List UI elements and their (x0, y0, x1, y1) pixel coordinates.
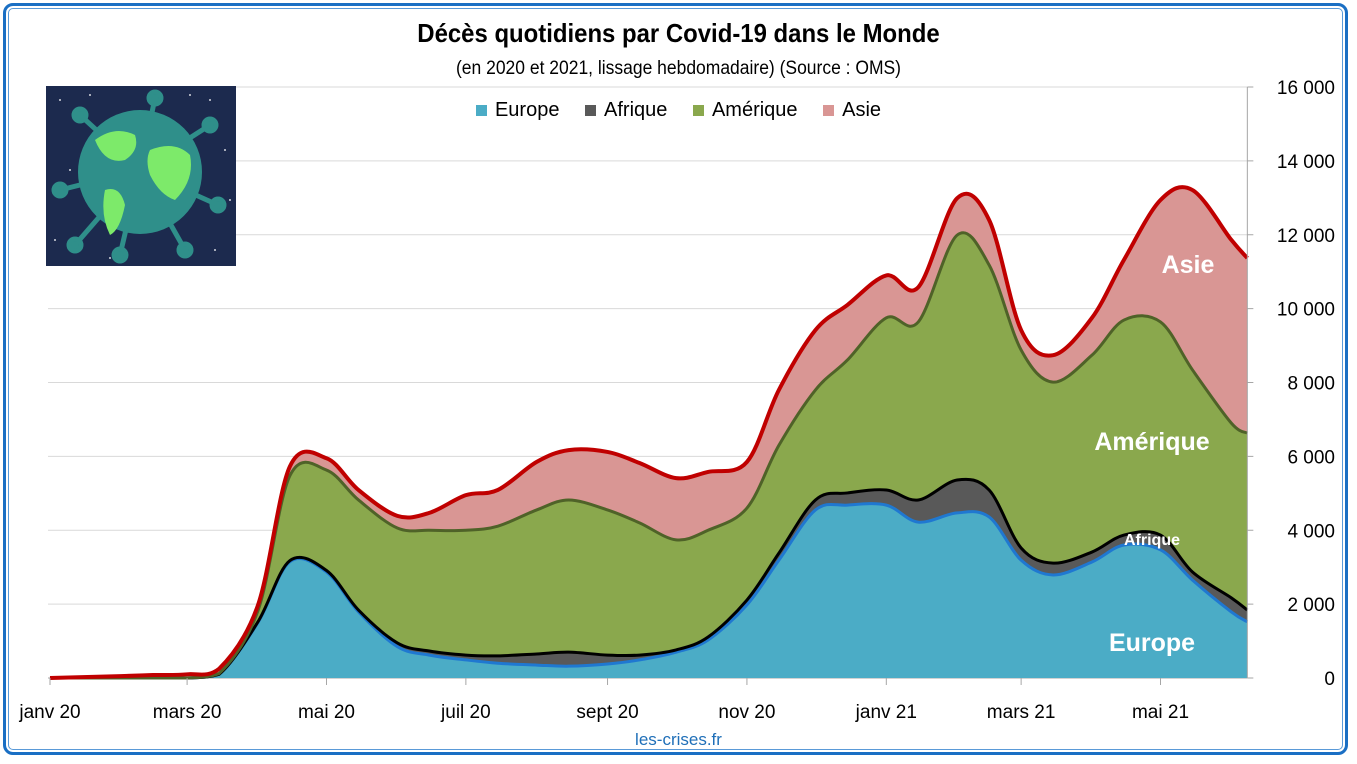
y-tick-label: 14 000 (1277, 152, 1335, 173)
legend-label: Afrique (604, 99, 668, 121)
legend-item-asie: Asie (823, 99, 881, 122)
legend-label: Europe (494, 99, 560, 121)
legend-swatch (585, 105, 597, 117)
y-tick-label: 12 000 (1277, 226, 1335, 247)
x-tick-label: mai 21 (1132, 702, 1189, 723)
y-tick-label: 8 000 (1287, 374, 1335, 395)
legend-item-afrique: Afrique (585, 99, 667, 122)
globe-virus-image (46, 86, 236, 266)
y-tick-label: 2 000 (1287, 595, 1335, 616)
y-tick-label: 10 000 (1277, 300, 1335, 321)
x-tick-label: janv 21 (855, 702, 917, 723)
x-tick-label: nov 20 (718, 702, 775, 723)
chart-frame (3, 3, 1348, 755)
legend-label: Asie (842, 99, 882, 121)
legend-item-europe: Europe (475, 99, 560, 122)
x-tick-label: janv 20 (18, 702, 80, 723)
legend: Europe Afrique Amérique Asie (0, 99, 1357, 122)
x-tick-label: juil 20 (440, 702, 491, 723)
x-tick-label: mars 21 (987, 702, 1056, 723)
series-label-europe: Europe (1109, 629, 1195, 657)
x-tick-label: mai 20 (298, 702, 355, 723)
y-tick-label: 0 (1324, 669, 1335, 690)
legend-swatch (475, 105, 487, 117)
x-tick-label: mars 20 (153, 702, 222, 723)
legend-item-amerique: Amérique (692, 99, 798, 122)
y-tick-label: 6 000 (1287, 447, 1335, 468)
legend-swatch (823, 105, 835, 117)
source-credit: les-crises.fr (635, 730, 722, 749)
y-tick-label: 16 000 (1277, 78, 1335, 99)
area-amérique (50, 232, 1248, 678)
chart-subtitle: (en 2020 et 2021, lissage hebdomadaire) … (455, 58, 902, 79)
x-tick-label: sept 20 (576, 702, 638, 723)
line-asie (49, 185, 1249, 680)
series-label-asie: Asie (1162, 251, 1215, 279)
area-europe (50, 503, 1248, 678)
line-afrique (50, 477, 1249, 680)
legend-label: Amérique (711, 99, 798, 121)
y-tick-label: 4 000 (1287, 521, 1335, 542)
series-label-afrique: Afrique (1124, 532, 1180, 549)
chart-title: Décès quotidiens par Covid-19 dans le Mo… (417, 18, 940, 48)
series-label-amérique: Amérique (1094, 428, 1209, 456)
legend-swatch (692, 105, 704, 117)
